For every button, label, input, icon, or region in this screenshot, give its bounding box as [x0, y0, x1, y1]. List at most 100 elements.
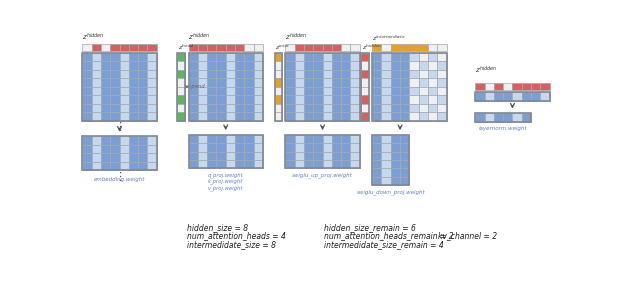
- Bar: [285, 70, 294, 78]
- Bar: [216, 70, 226, 78]
- Bar: [323, 53, 332, 62]
- Bar: [253, 135, 263, 143]
- Bar: [531, 83, 540, 90]
- Bar: [381, 62, 391, 70]
- Bar: [362, 95, 369, 104]
- Bar: [110, 87, 120, 95]
- Bar: [177, 87, 184, 95]
- Bar: [419, 112, 428, 121]
- Bar: [391, 62, 400, 70]
- Bar: [285, 135, 360, 169]
- Bar: [372, 44, 381, 51]
- Bar: [313, 70, 323, 78]
- Bar: [138, 53, 147, 62]
- Bar: [332, 87, 341, 95]
- Bar: [216, 112, 226, 121]
- Bar: [381, 70, 391, 78]
- Bar: [294, 87, 304, 95]
- Bar: [323, 160, 332, 169]
- Text: $z^{hidden}$: $z^{hidden}$: [285, 32, 308, 43]
- Text: $z^{inter}$: $z^{inter}$: [275, 43, 291, 52]
- Bar: [313, 62, 323, 70]
- Bar: [285, 62, 294, 70]
- Bar: [400, 87, 410, 95]
- Bar: [235, 87, 244, 95]
- Bar: [362, 53, 369, 121]
- Bar: [341, 160, 351, 169]
- Bar: [235, 44, 244, 51]
- Bar: [400, 177, 410, 185]
- Bar: [92, 70, 101, 78]
- Bar: [362, 62, 369, 70]
- Bar: [138, 112, 147, 121]
- Text: $z^{head}$: $z^{head}$: [178, 43, 194, 52]
- Bar: [304, 112, 313, 121]
- Bar: [294, 112, 304, 121]
- Bar: [294, 160, 304, 169]
- Bar: [226, 53, 235, 62]
- Bar: [129, 145, 138, 153]
- Bar: [129, 78, 138, 87]
- Bar: [351, 135, 360, 143]
- Bar: [120, 87, 129, 95]
- Bar: [294, 143, 304, 151]
- Bar: [253, 151, 263, 160]
- Bar: [362, 112, 369, 121]
- Bar: [244, 44, 253, 51]
- Bar: [226, 87, 235, 95]
- Bar: [332, 78, 341, 87]
- Bar: [101, 145, 110, 153]
- Bar: [410, 95, 419, 104]
- Bar: [323, 44, 332, 51]
- Bar: [400, 160, 410, 169]
- Bar: [285, 53, 360, 121]
- Bar: [101, 78, 110, 87]
- Bar: [285, 135, 294, 143]
- Bar: [216, 143, 226, 151]
- Bar: [351, 62, 360, 70]
- Bar: [129, 104, 138, 112]
- Bar: [101, 70, 110, 78]
- Bar: [522, 92, 531, 101]
- Bar: [313, 87, 323, 95]
- Bar: [92, 145, 101, 153]
- Bar: [381, 44, 391, 51]
- Bar: [120, 136, 129, 145]
- Text: ⋮: ⋮: [114, 171, 125, 182]
- Text: $z^{hidden}$: $z^{hidden}$: [362, 43, 382, 52]
- Bar: [83, 153, 92, 162]
- Bar: [400, 70, 410, 78]
- Bar: [275, 112, 282, 121]
- Bar: [147, 70, 157, 78]
- Bar: [513, 83, 522, 90]
- Bar: [147, 162, 157, 170]
- Bar: [92, 87, 101, 95]
- Bar: [484, 113, 494, 121]
- Bar: [275, 62, 282, 70]
- Bar: [323, 135, 332, 143]
- Bar: [381, 95, 391, 104]
- Bar: [285, 112, 294, 121]
- Bar: [341, 95, 351, 104]
- Text: kv_channel = 2: kv_channel = 2: [438, 232, 497, 241]
- Bar: [419, 95, 428, 104]
- Bar: [410, 62, 419, 70]
- Bar: [294, 70, 304, 78]
- Bar: [476, 113, 484, 121]
- Bar: [294, 95, 304, 104]
- Bar: [120, 112, 129, 121]
- Bar: [351, 95, 360, 104]
- Bar: [419, 53, 428, 62]
- Bar: [226, 143, 235, 151]
- Bar: [198, 104, 207, 112]
- Bar: [101, 62, 110, 70]
- Bar: [147, 44, 157, 51]
- Bar: [244, 112, 253, 121]
- Bar: [437, 112, 447, 121]
- Bar: [332, 135, 341, 143]
- Bar: [83, 53, 157, 121]
- Bar: [189, 70, 198, 78]
- Bar: [437, 78, 447, 87]
- Bar: [129, 136, 138, 145]
- Bar: [351, 44, 360, 51]
